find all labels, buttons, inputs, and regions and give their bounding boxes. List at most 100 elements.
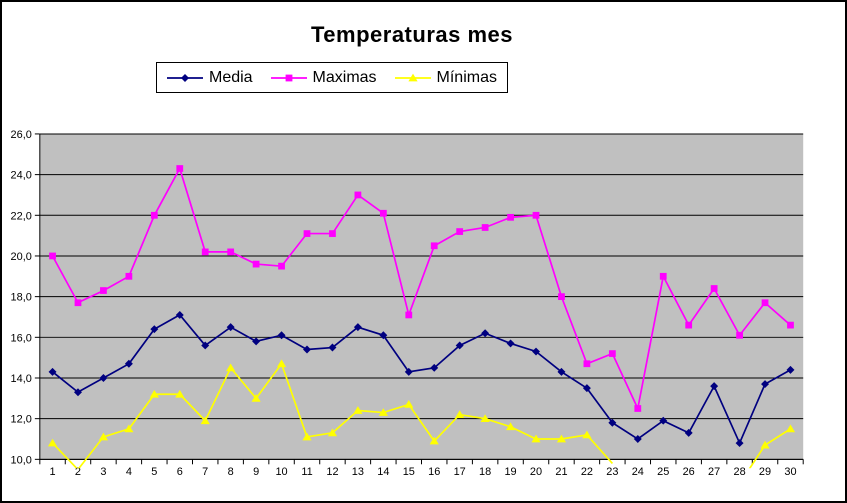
series-point-maximas [405, 311, 413, 319]
series-point-maximas [354, 191, 362, 199]
legend-item-media: Media [167, 69, 253, 87]
x-tick-label: 15 [403, 466, 415, 478]
x-tick-label: 18 [479, 466, 491, 478]
series-point-mínimas [47, 438, 58, 447]
legend-label-minimas: Mínimas [436, 68, 497, 86]
series-point-mínimas [785, 424, 796, 433]
x-tick-label: 9 [253, 466, 259, 478]
x-tick-label: 11 [301, 466, 312, 478]
y-tick-label: 26,0 [11, 129, 32, 141]
series-point-maximas [634, 405, 642, 412]
maximas-legend-swatch [270, 74, 307, 81]
series-point-maximas [150, 211, 158, 219]
series-point-maximas [608, 350, 616, 357]
series-point-mínimas [251, 393, 261, 402]
series-point-media [252, 337, 261, 346]
series-point-mínimas [98, 432, 109, 441]
series-point-mínimas [327, 428, 338, 437]
series-point-media [710, 382, 719, 391]
x-tick-label: 22 [581, 466, 593, 478]
legend-label-media: Media [209, 68, 253, 86]
series-point-media [74, 388, 82, 397]
series-point-mínimas [582, 430, 592, 439]
series-point-maximas [201, 248, 209, 256]
series-point-mínimas [429, 436, 439, 445]
x-tick-label: 19 [504, 466, 516, 478]
x-tick-label: 2 [75, 466, 81, 478]
series-point-maximas [252, 260, 260, 268]
series-point-maximas [736, 331, 743, 339]
series-point-media [582, 384, 591, 393]
x-tick-label: 29 [759, 466, 771, 478]
mínimas-legend-marker [407, 73, 418, 81]
series-point-media [404, 367, 413, 376]
series-point-maximas [125, 272, 133, 280]
x-tick-label: 1 [49, 466, 55, 478]
series-point-media [150, 325, 159, 334]
y-tick-label: 18,0 [11, 292, 32, 304]
series-point-mínimas [353, 406, 363, 414]
legend-item-maximas: Maximas [270, 69, 377, 87]
x-tick-label: 16 [428, 466, 440, 478]
legend-box: Media Maximas Mínimas [156, 62, 508, 93]
series-line-maximas [51, 166, 792, 412]
x-tick-label: 25 [657, 466, 669, 478]
x-tick-label: 28 [733, 466, 745, 478]
x-tick-label: 7 [202, 466, 208, 478]
series-point-media [48, 367, 57, 376]
maximas-legend-marker [285, 74, 292, 81]
y-tick-label: 12,0 [11, 414, 32, 426]
series-point-media [175, 310, 184, 319]
y-tick-label: 14,0 [11, 373, 32, 385]
x-tick-label: 3 [100, 466, 106, 478]
series-point-maximas [507, 213, 514, 221]
series-point-mínimas [175, 389, 185, 398]
x-tick-label: 24 [632, 466, 644, 478]
x-tick-label: 26 [683, 466, 695, 478]
x-tick-label: 20 [530, 466, 542, 478]
mínimas-legend-swatch [394, 73, 431, 81]
series-point-maximas [74, 299, 82, 307]
series-point-maximas [303, 230, 311, 237]
x-tick-label: 4 [126, 466, 132, 478]
series-point-maximas [176, 165, 184, 172]
series-point-maximas [456, 228, 464, 235]
y-tick-label: 10,0 [11, 454, 32, 466]
series-point-mínimas [302, 432, 312, 441]
series-point-mínimas [556, 434, 567, 443]
series-point-mínimas [378, 408, 388, 416]
x-tick-label: 23 [606, 466, 618, 478]
y-tick-label: 24,0 [11, 170, 32, 182]
y-tick-label: 16,0 [11, 332, 32, 344]
series-point-mínimas [226, 363, 236, 372]
series-point-maximas [49, 252, 56, 260]
series-point-maximas [481, 224, 489, 231]
series-point-maximas [329, 230, 336, 237]
y-tick-label: 22,0 [11, 210, 32, 222]
series-point-mínimas [276, 359, 287, 368]
series-point-media [557, 367, 566, 376]
series-point-media [226, 323, 235, 332]
media-line-diamond-icon [167, 72, 203, 84]
maximas-line-square-icon [270, 72, 307, 84]
media-legend-marker [181, 73, 189, 82]
series-point-maximas [278, 262, 285, 270]
series-point-maximas [558, 293, 565, 301]
series-point-mínimas [505, 422, 516, 431]
chart-title: Temperaturas mes [310, 22, 513, 47]
x-tick-label: 6 [177, 466, 183, 478]
series-point-maximas [583, 360, 591, 368]
series-point-media [99, 374, 108, 382]
legend-item-minimas: Mínimas [394, 68, 497, 87]
series-point-mínimas [200, 416, 210, 425]
x-tick-label: 17 [454, 466, 466, 478]
series-point-media [124, 359, 133, 368]
series-point-maximas [532, 211, 540, 219]
series-point-maximas [659, 272, 667, 280]
x-tick-label: 8 [228, 466, 234, 478]
series-point-maximas [100, 287, 107, 294]
series-point-maximas [379, 209, 387, 217]
series-point-maximas [710, 285, 718, 292]
x-tick-label: 13 [352, 466, 364, 478]
